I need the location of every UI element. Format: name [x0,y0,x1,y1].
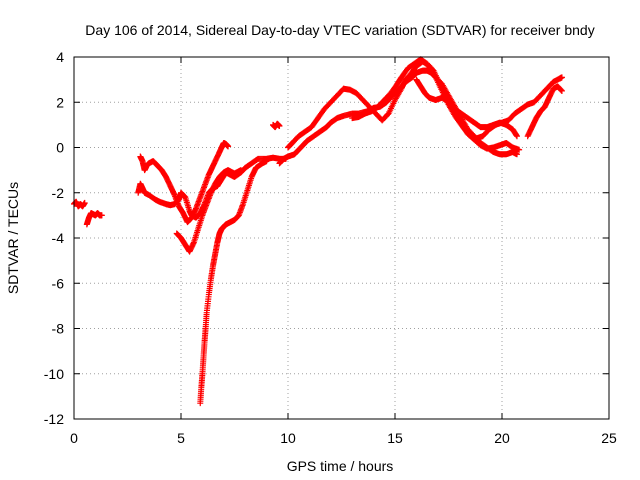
series-trace-4 [137,139,232,226]
series-trace-12 [524,83,565,140]
series-trace-2 [83,210,105,228]
x-tick-label: 10 [280,430,296,446]
y-tick-label: -4 [52,230,65,246]
series-trace-6 [197,158,270,407]
y-tick-label: -6 [52,275,65,291]
series-trace-10 [349,56,565,142]
series-trace-7 [270,120,283,131]
y-tick-label: 2 [56,94,64,110]
data-point [276,123,283,130]
x-tick-label: 5 [177,430,185,446]
data-point [81,199,88,206]
x-tick-label: 25 [601,430,617,446]
y-tick-label: -10 [44,366,64,382]
series-trace-11 [413,76,520,140]
x-tick-label: 0 [70,430,78,446]
axes: 0 5 10 15 20 25 -12 -10 -8 -6 -4 -2 0 2 4 [44,49,617,446]
data-point [237,167,244,174]
data-point [513,151,520,158]
y-tick-label: -2 [52,185,65,201]
data-point [513,133,520,140]
y-tick-label: -8 [52,321,65,337]
data-point [225,143,232,150]
x-tick-label: 15 [387,430,403,446]
x-axis-label: GPS time / hours [287,458,394,474]
data-point [558,87,565,94]
chart-title: Day 106 of 2014, Sidereal Day-to-day VTE… [85,22,594,38]
series-trace-9 [285,58,523,153]
data-point [263,158,270,165]
data-point [98,212,105,219]
data-point [516,146,523,153]
data-marks [71,56,565,407]
x-tick-label: 20 [494,430,510,446]
data-point [558,74,565,81]
series-trace-5 [173,167,244,255]
grid [74,57,609,419]
y-tick-label: 4 [56,49,64,65]
y-axis-label: SDTVAR / TECUs [5,182,21,294]
y-tick-label: -12 [44,411,64,427]
y-tick-label: 0 [56,140,64,156]
